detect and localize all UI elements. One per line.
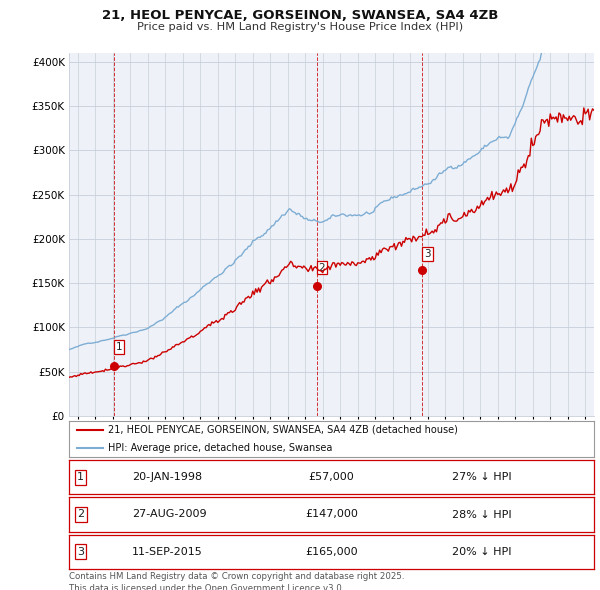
Text: 20% ↓ HPI: 20% ↓ HPI [452,547,512,556]
Text: Contains HM Land Registry data © Crown copyright and database right 2025.
This d: Contains HM Land Registry data © Crown c… [69,572,404,590]
Text: HPI: Average price, detached house, Swansea: HPI: Average price, detached house, Swan… [109,443,333,453]
Text: 3: 3 [77,547,84,556]
Text: 2: 2 [319,263,325,273]
Text: £147,000: £147,000 [305,510,358,519]
Text: 21, HEOL PENYCAE, GORSEINON, SWANSEA, SA4 4ZB: 21, HEOL PENYCAE, GORSEINON, SWANSEA, SA… [102,9,498,22]
Text: 11-SEP-2015: 11-SEP-2015 [132,547,203,556]
Text: 20-JAN-1998: 20-JAN-1998 [132,473,202,482]
Text: 1: 1 [116,342,122,352]
Text: 3: 3 [424,250,431,260]
Text: 27-AUG-2009: 27-AUG-2009 [132,510,206,519]
Text: 28% ↓ HPI: 28% ↓ HPI [452,510,512,519]
Text: Price paid vs. HM Land Registry's House Price Index (HPI): Price paid vs. HM Land Registry's House … [137,22,463,32]
Text: 1: 1 [77,473,84,482]
Text: 2: 2 [77,510,84,519]
Text: £57,000: £57,000 [308,473,355,482]
Text: 21, HEOL PENYCAE, GORSEINON, SWANSEA, SA4 4ZB (detached house): 21, HEOL PENYCAE, GORSEINON, SWANSEA, SA… [109,425,458,435]
Text: 27% ↓ HPI: 27% ↓ HPI [452,473,512,482]
Text: £165,000: £165,000 [305,547,358,556]
